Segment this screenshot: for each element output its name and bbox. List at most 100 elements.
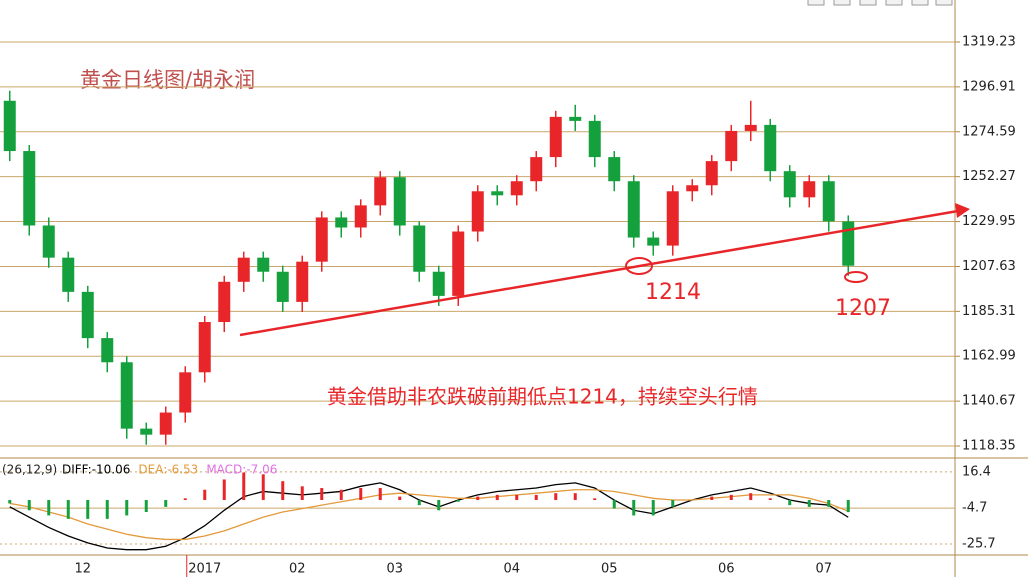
candle-body xyxy=(374,177,387,206)
candle-body xyxy=(530,157,543,182)
tool-button[interactable] xyxy=(859,0,877,6)
candle-body xyxy=(257,257,270,272)
tool-button[interactable] xyxy=(911,0,929,6)
macd-bar xyxy=(495,494,499,501)
macd-bar xyxy=(183,498,187,501)
macd-bar xyxy=(632,500,636,516)
y-tick-label: 1140.67 xyxy=(962,394,1016,409)
macd-bar xyxy=(515,494,519,501)
macd-bar xyxy=(554,493,558,501)
macd-bar xyxy=(144,500,148,513)
macd-bar xyxy=(573,493,577,501)
macd-bar xyxy=(66,500,70,519)
macd-bar xyxy=(164,500,168,507)
macd-bar xyxy=(417,500,421,506)
macd-bar xyxy=(593,498,597,501)
macd-bar xyxy=(47,500,51,516)
macd-bar xyxy=(729,494,733,501)
macd-bar xyxy=(827,500,831,507)
legend-label: DIFF:-10.06 xyxy=(62,463,130,477)
candle-body xyxy=(23,151,36,226)
y-tick-label: 16.4 xyxy=(962,464,991,479)
tool-button[interactable] xyxy=(833,0,851,6)
indicator-line xyxy=(9,482,849,551)
trendline-arrow xyxy=(955,203,970,218)
macd-bar xyxy=(86,500,90,519)
y-tick-label: 1162.99 xyxy=(962,349,1016,364)
candle-body xyxy=(218,281,231,323)
macd-bar xyxy=(788,500,792,506)
candle-body xyxy=(725,130,738,162)
y-tick-label: 1185.31 xyxy=(962,304,1016,319)
macd-bar xyxy=(476,496,480,501)
candle-body xyxy=(42,225,55,258)
y-tick-label: 1207.63 xyxy=(962,259,1016,274)
y-tick-label: 1296.91 xyxy=(962,79,1016,94)
indicator-params: (26,12,9) xyxy=(2,463,57,477)
toolbar xyxy=(807,0,953,6)
annotation: 黄金借助非农跌破前期低点1214，持续空头行情 xyxy=(327,385,758,409)
macd-bar xyxy=(222,479,226,501)
macd-bar xyxy=(281,481,285,501)
candle-body xyxy=(549,116,562,158)
trendline xyxy=(239,209,959,337)
macd-bar xyxy=(612,500,616,509)
macd-bar xyxy=(320,488,324,501)
candle-body xyxy=(569,116,582,121)
candle-body xyxy=(296,261,309,302)
annotation: 1214 xyxy=(645,280,701,305)
candle-body xyxy=(627,181,640,238)
macd-bar xyxy=(27,500,31,511)
candle-body xyxy=(198,322,211,373)
candle-body xyxy=(452,231,465,296)
candle-body xyxy=(705,161,718,186)
macd-bar xyxy=(105,500,109,519)
candle-body xyxy=(276,271,289,302)
macd-bar xyxy=(456,500,460,502)
macd-bar xyxy=(651,500,655,516)
candle-body xyxy=(393,177,406,226)
x-tick-label: 2017 xyxy=(188,562,221,577)
candle-body xyxy=(315,217,328,262)
macd-bar xyxy=(359,488,363,501)
candle-body xyxy=(120,362,133,429)
candle-body xyxy=(803,181,816,198)
macd-bar xyxy=(242,472,246,501)
marker-circle xyxy=(844,271,868,283)
candle-body xyxy=(432,271,445,296)
macd-bar xyxy=(398,496,402,501)
tool-button[interactable] xyxy=(935,0,953,6)
x-tick-label: 06 xyxy=(718,562,735,577)
macd-bar xyxy=(261,474,265,501)
annotation: 1207 xyxy=(835,296,891,321)
y-tick-label: 1274.59 xyxy=(962,124,1016,139)
legend-label: DEA:-6.53 xyxy=(138,463,198,477)
candle-body xyxy=(413,225,426,272)
x-tick-label: 03 xyxy=(386,562,403,577)
candle-body xyxy=(179,372,192,413)
chart-title: 黄金日线图/胡永润 xyxy=(80,68,255,92)
macd-bar xyxy=(671,500,675,507)
tool-button[interactable] xyxy=(885,0,903,6)
macd-bar xyxy=(339,489,343,501)
candle-body xyxy=(822,181,835,222)
candle-body xyxy=(744,124,757,131)
macd-bar xyxy=(125,500,129,516)
macd-bar xyxy=(710,496,714,501)
macd-bar xyxy=(8,500,12,504)
candle-body xyxy=(335,217,348,228)
tool-button[interactable] xyxy=(807,0,825,6)
y-tick-label: 1229.95 xyxy=(962,214,1016,229)
candle-body xyxy=(101,338,114,363)
x-tick-label: 12 xyxy=(74,562,91,577)
y-tick-label: 1252.27 xyxy=(962,169,1016,184)
macd-bar xyxy=(749,493,753,501)
candle-body xyxy=(647,237,660,246)
candle-body xyxy=(471,191,484,232)
x-tick-label: 04 xyxy=(503,562,520,577)
candle-body xyxy=(3,100,16,152)
macd-bar xyxy=(807,500,811,507)
y-tick-label: -25.7 xyxy=(962,537,996,552)
candle-body xyxy=(237,257,250,282)
